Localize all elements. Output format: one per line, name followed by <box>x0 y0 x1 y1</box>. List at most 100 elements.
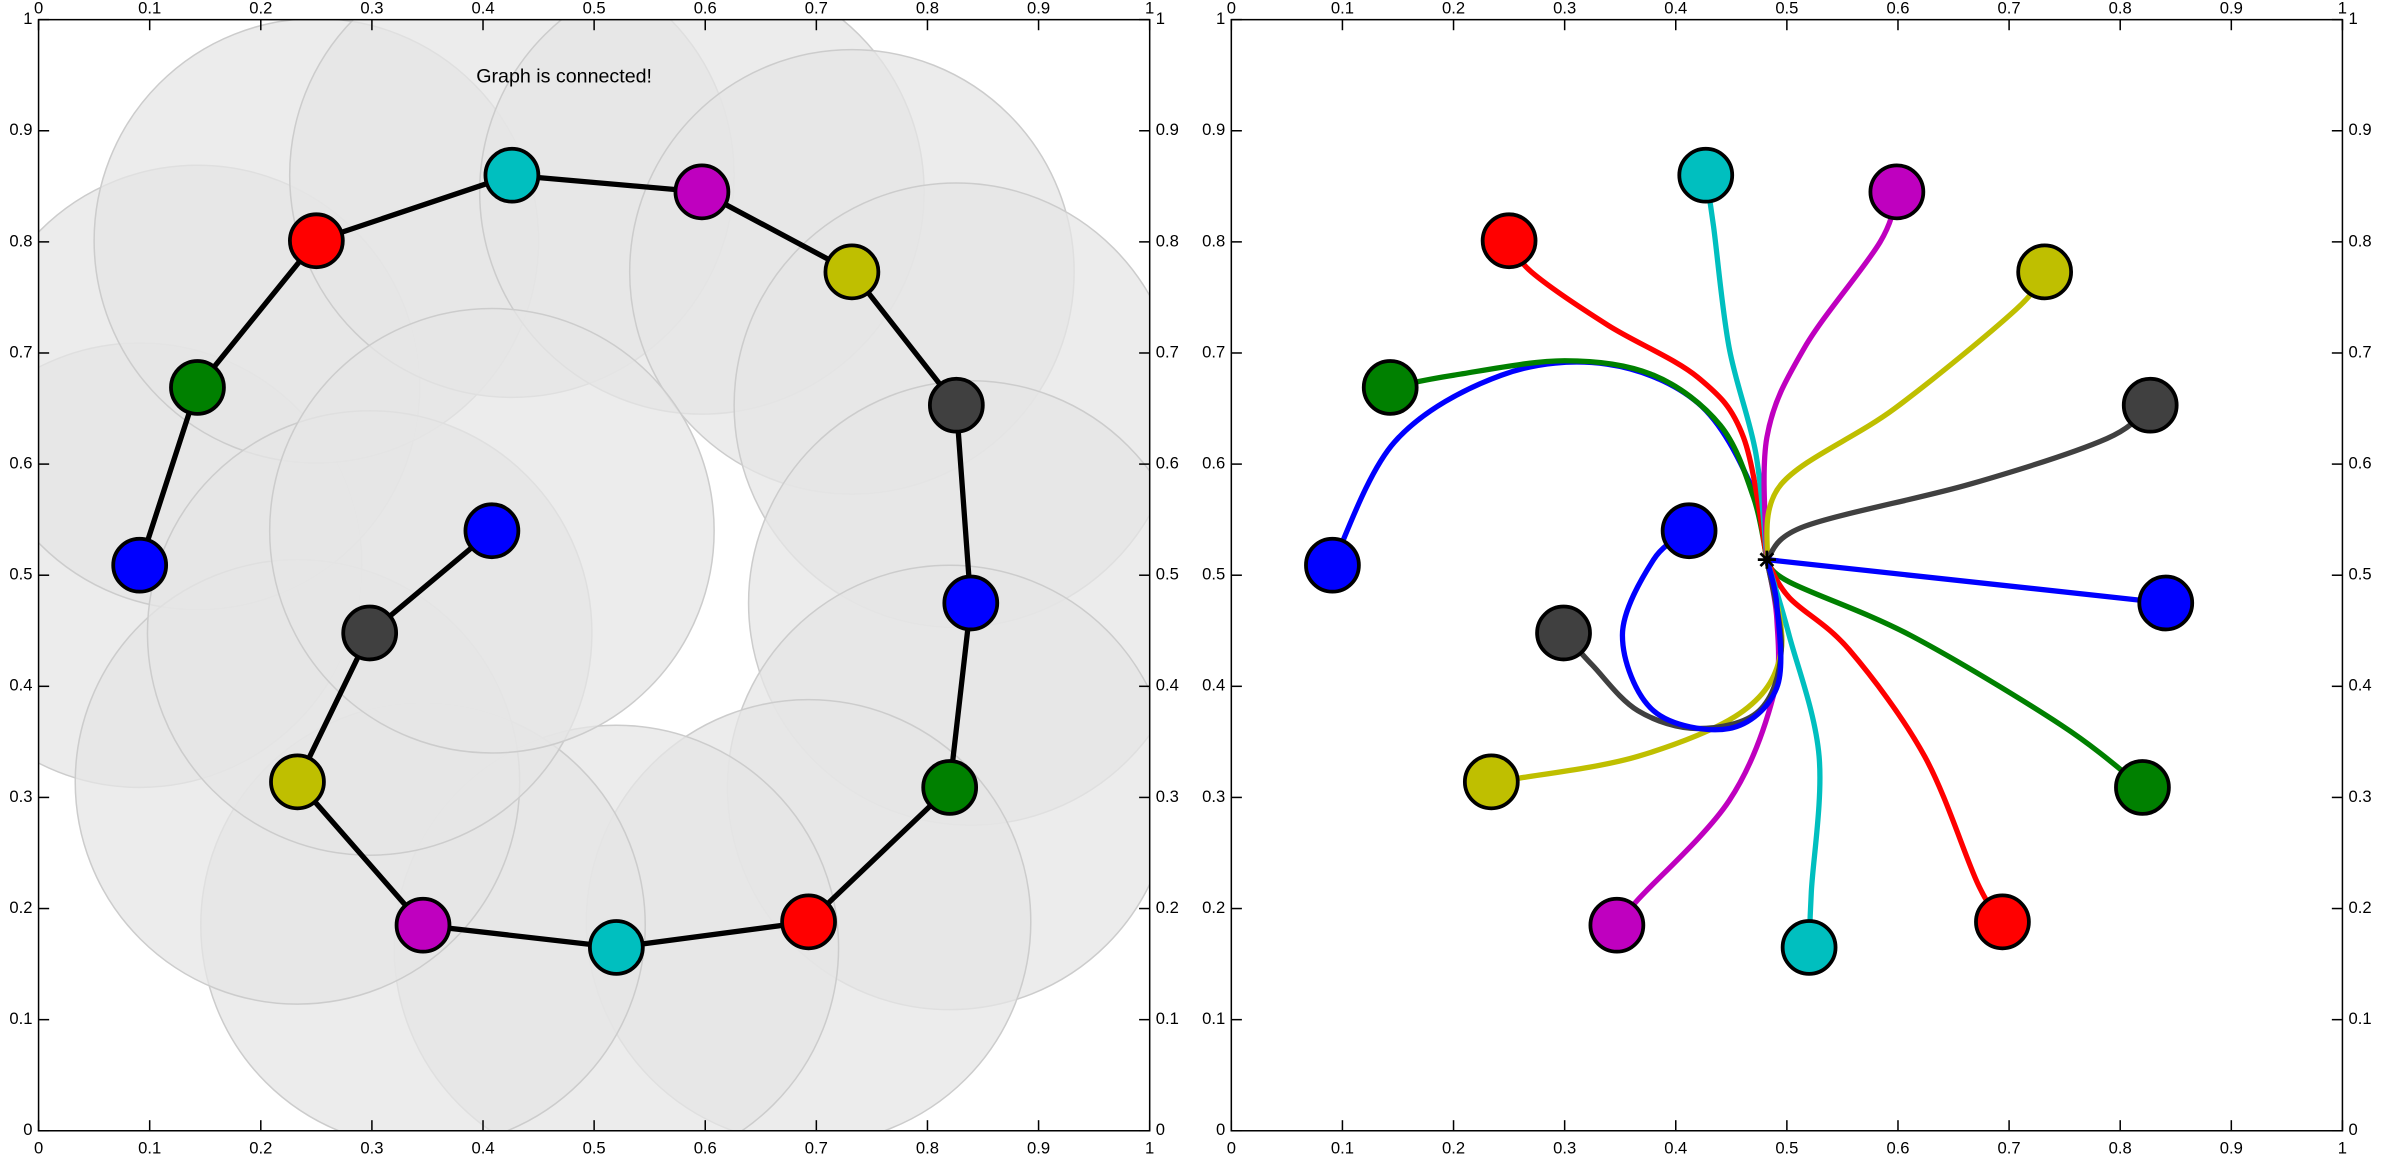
trajectory <box>1560 557 1784 732</box>
x-tick-label: 0.4 <box>471 1138 494 1157</box>
y-tick-label: 0.7 <box>9 342 32 361</box>
x-tick-label-top: 0.3 <box>1553 0 1576 17</box>
trajectory <box>1764 557 2169 606</box>
y-tick-label-right: 0.4 <box>1156 676 1179 695</box>
x-tick-label-top: 0.5 <box>583 0 606 17</box>
x-tick-label: 1 <box>2338 1138 2347 1157</box>
x-tick-label: 0.9 <box>2220 1138 2243 1157</box>
y-tick-label-right: 0 <box>1156 1120 1165 1139</box>
x-tick-label: 0.5 <box>1775 1138 1798 1157</box>
y-tick-label: 0.5 <box>1202 565 1225 584</box>
node <box>1974 893 2031 951</box>
trajectory <box>1703 172 1770 563</box>
trajectory <box>1764 557 2006 925</box>
node <box>288 212 345 270</box>
node <box>1868 163 1926 221</box>
y-tick-label-right: 0.2 <box>2348 898 2371 917</box>
x-tick-label: 0 <box>34 1138 43 1157</box>
x-tick-label: 0.2 <box>249 1138 272 1157</box>
y-tick-label-right: 0.6 <box>1156 453 1179 472</box>
target <box>1757 550 1776 569</box>
x-tick-label-top: 0.7 <box>1998 0 2021 17</box>
x-tick-label: 0.6 <box>694 1138 717 1157</box>
node <box>942 574 1000 632</box>
x-tick-label-top: 0.2 <box>249 0 272 17</box>
node <box>2121 376 2179 434</box>
trajectory <box>1764 402 2153 563</box>
y-tick-label: 0 <box>23 1120 32 1139</box>
y-tick-label: 0.4 <box>9 676 32 695</box>
x-tick-label-top: 0.9 <box>1027 0 1050 17</box>
trajectory <box>1506 238 1770 563</box>
y-tick-label: 0.8 <box>9 231 32 250</box>
y-tick-label: 0.3 <box>1202 787 1225 806</box>
x-tick-label-top: 0 <box>1227 0 1236 17</box>
x-tick-label-top: 0.4 <box>471 0 494 17</box>
x-tick-label: 0.6 <box>1886 1138 1909 1157</box>
x-tick-label: 0.1 <box>1331 1138 1354 1157</box>
x-tick-label-top: 1 <box>2338 0 2347 17</box>
y-tick-label: 0.9 <box>1202 120 1225 139</box>
y-tick-label-right: 0 <box>2348 1120 2357 1139</box>
trajectory <box>1764 269 2048 563</box>
x-tick-label-top: 0.9 <box>2220 0 2243 17</box>
x-tick-label: 0.3 <box>1553 1138 1576 1157</box>
x-tick-label: 0.5 <box>583 1138 606 1157</box>
axes <box>1304 146 2195 976</box>
y-tick-label-right: 0.7 <box>2348 342 2371 361</box>
x-tick-label: 0.3 <box>360 1138 383 1157</box>
x-tick-label: 0.2 <box>1442 1138 1465 1157</box>
y-tick-label: 0.3 <box>9 787 32 806</box>
y-tick-label: 0.2 <box>1202 898 1225 917</box>
x-tick-label: 0.7 <box>805 1138 828 1157</box>
node <box>588 919 645 976</box>
y-tick-label: 0.7 <box>1202 342 1225 361</box>
node <box>111 536 169 594</box>
y-tick-label: 0.1 <box>1202 1009 1225 1028</box>
node <box>2137 574 2195 632</box>
node <box>921 759 979 816</box>
y-tick-label-right: 0.5 <box>2348 565 2371 584</box>
x-tick-label: 0.7 <box>1998 1138 2021 1157</box>
y-tick-label-right: 1 <box>1156 9 1165 28</box>
node <box>1304 536 1361 594</box>
x-tick-label-top: 0.8 <box>2109 0 2132 17</box>
y-tick-label-right: 0.1 <box>2348 1009 2371 1028</box>
y-tick-label: 0.2 <box>9 898 32 917</box>
y-tick-label-right: 0.2 <box>1156 898 1179 917</box>
y-tick-label-right: 0.9 <box>2348 120 2371 139</box>
x-tick-label-top: 0 <box>34 0 43 17</box>
y-tick-label: 1 <box>23 9 32 28</box>
node <box>463 502 521 560</box>
y-tick-label-right: 0.1 <box>1156 1009 1179 1028</box>
trajectory <box>1614 557 1782 928</box>
y-tick-label: 0.4 <box>1202 676 1225 695</box>
node <box>823 243 881 301</box>
x-tick-label: 1 <box>1145 1138 1154 1157</box>
x-tick-label-top: 0.6 <box>694 0 717 17</box>
y-tick-label-right: 0.6 <box>2348 453 2371 472</box>
node <box>483 146 541 204</box>
trajectory <box>1387 358 1770 563</box>
node <box>1677 146 1735 204</box>
y-tick-label: 0 <box>1216 1120 1225 1139</box>
x-tick-label-top: 0.3 <box>360 0 383 17</box>
axes <box>38 19 1150 1131</box>
node <box>1780 919 1838 976</box>
x-tick-label: 0 <box>1227 1138 1236 1157</box>
node <box>780 893 837 951</box>
node <box>169 359 226 416</box>
node <box>673 163 731 221</box>
y-tick-label: 1 <box>1216 9 1225 28</box>
y-tick-label: 0.8 <box>1202 231 1225 250</box>
y-tick-label-right: 0.9 <box>1156 120 1179 139</box>
x-tick-label-top: 0.7 <box>805 0 828 17</box>
x-tick-label-top: 0.2 <box>1442 0 1465 17</box>
y-tick-label: 0.6 <box>9 453 32 472</box>
x-tick-label: 0.1 <box>138 1138 161 1157</box>
x-tick-label: 0.8 <box>916 1138 939 1157</box>
x-tick-label: 0.4 <box>1664 1138 1687 1157</box>
y-tick-label-right: 0.4 <box>2348 676 2371 695</box>
y-tick-label-right: 0.8 <box>1156 231 1179 250</box>
